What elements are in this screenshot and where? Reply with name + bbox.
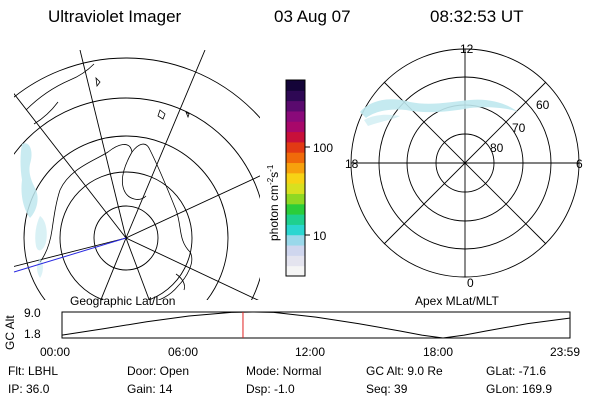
mlt-label-6: 6 (576, 157, 583, 171)
colorbar-label: photon cm-2s-1 (266, 164, 281, 241)
colorbar-segment (286, 193, 305, 205)
gc-alt-info: GC Alt: 9.0 Re (366, 364, 443, 378)
time-tick-1800: 18:00 (423, 345, 454, 359)
mode-info: Mode: Normal (246, 364, 322, 378)
seq-info: Seq: 39 (366, 382, 408, 396)
meridian (14, 93, 127, 239)
colorbar-tick-10: 10 (313, 229, 327, 243)
glon-info: GLon: 169.9 (486, 382, 553, 396)
mlt-label-12: 12 (460, 42, 474, 56)
filter-info: Flt: LBHL (8, 364, 59, 378)
lat-circle (59, 171, 193, 300)
mlt-line (383, 81, 547, 245)
colorbar-segment (286, 100, 305, 112)
lat-circle (14, 97, 260, 300)
colorbar-segment (286, 265, 305, 277)
geographic-map (13, 50, 260, 300)
mlt-label-18: 18 (345, 157, 359, 171)
meridian (125, 237, 259, 300)
colorbar-segment (286, 214, 305, 225)
coastline (122, 151, 147, 200)
meridian (125, 237, 150, 300)
coastline (185, 110, 190, 119)
colorbar-segment (286, 203, 305, 215)
polar-map (350, 48, 580, 278)
colorbar-segment (286, 90, 305, 102)
dsp-info: Dsp: -1.0 (246, 382, 295, 396)
mlt-label-0: 0 (467, 276, 474, 290)
mlat-label-60: 60 (536, 98, 550, 112)
geographic-map-caption: Geographic Lat/Lon (70, 294, 176, 308)
colorbar-segment (286, 152, 305, 164)
coastline (157, 109, 166, 120)
colorbar-segment (286, 131, 305, 143)
lat-circle (23, 135, 229, 300)
mlat-label-70: 70 (512, 121, 526, 135)
time-tick-1200: 12:00 (295, 345, 326, 359)
meridian (100, 237, 127, 300)
meridian (125, 175, 260, 239)
colorbar-segment (286, 224, 305, 236)
meridian (125, 50, 206, 239)
time-tick-0600: 06:00 (168, 345, 199, 359)
altitude-chart (61, 311, 571, 339)
door-info: Door: Open (127, 364, 190, 378)
colorbar-segment (286, 141, 305, 153)
coastline (175, 273, 185, 291)
meridian (79, 50, 127, 239)
date-label: 03 Aug 07 (274, 7, 351, 26)
gain-info: Gain: 14 (127, 382, 173, 396)
colorbar-segment (286, 172, 305, 184)
aurora-oval (360, 99, 518, 126)
mlat-label-80: 80 (490, 141, 504, 155)
colorbar-segment (286, 162, 305, 174)
time-tick-0000: 00:00 (40, 345, 71, 359)
colorbar-tick-100: 100 (313, 141, 334, 155)
colorbar-segment (286, 110, 305, 122)
satellite-track (13, 237, 127, 273)
color-bar (285, 79, 310, 277)
instrument-title: Ultraviolet Imager (48, 7, 182, 26)
altitude-y-max: 9.0 (24, 306, 41, 320)
ip-info: IP: 36.0 (8, 382, 50, 396)
colorbar-segment (286, 234, 305, 246)
altitude-series-line (61, 311, 570, 339)
coastline (95, 76, 101, 88)
colorbar-segment (286, 80, 305, 91)
coastline (39, 143, 193, 300)
time-label: 08:32:53 UT (430, 7, 524, 26)
colorbar-segment (286, 121, 305, 133)
coastline (25, 63, 95, 125)
aurora-emission (20, 143, 47, 278)
time-tick-2359: 23:59 (550, 345, 581, 359)
meridian (14, 237, 127, 267)
altitude-y-min: 1.8 (24, 327, 41, 341)
lat-circle (14, 57, 260, 119)
colorbar-segment (286, 255, 305, 267)
altitude-axis-label: GC Alt (3, 315, 17, 350)
polar-map-caption: Apex MLat/MLT (415, 294, 499, 308)
colorbar-segment (286, 183, 305, 194)
lat-circle (93, 205, 159, 271)
colorbar-segment (286, 245, 305, 256)
glat-info: GLat: -71.6 (486, 364, 547, 378)
